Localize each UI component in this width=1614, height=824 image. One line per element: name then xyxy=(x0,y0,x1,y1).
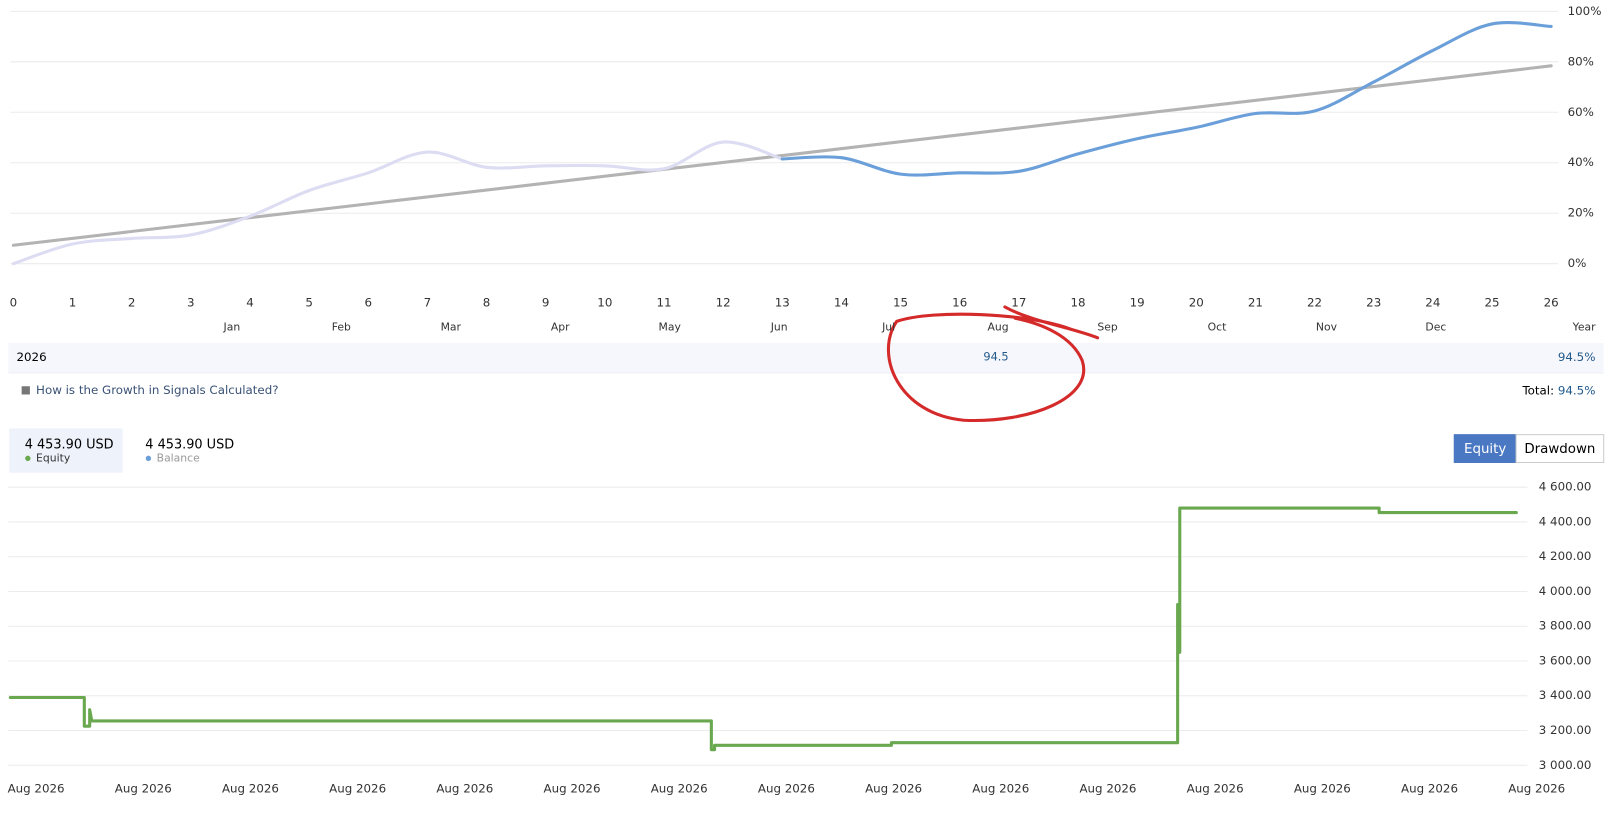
total-value: 94.5% xyxy=(1558,383,1596,397)
x-tick-label: 15 xyxy=(893,295,908,309)
tab[interactable] xyxy=(1515,434,1605,463)
x-tick-label: 4 xyxy=(246,295,254,309)
x-tick-label: 0 xyxy=(10,295,18,309)
x-tick-label: Aug 2026 xyxy=(8,781,65,795)
x-tick-label: Aug 2026 xyxy=(1294,781,1351,795)
legend-dot xyxy=(145,455,152,462)
y-tick-label: 4 600.00 xyxy=(1539,480,1592,494)
month-header: Dec xyxy=(1425,321,1446,334)
y-tick-label: 3 000.00 xyxy=(1539,758,1592,772)
x-tick-label: 16 xyxy=(952,295,967,309)
x-tick-label: Aug 2026 xyxy=(436,781,493,795)
annotation xyxy=(887,305,1100,423)
x-tick-label: Aug 2026 xyxy=(222,781,279,795)
x-tick-label: 20 xyxy=(1189,295,1204,309)
help-icon xyxy=(21,386,30,395)
x-tick-label: Aug 2026 xyxy=(651,781,708,795)
x-tick-label: Aug 2026 xyxy=(329,781,386,795)
legend-value: 4 453.90 USD xyxy=(25,437,114,452)
x-tick-label: 26 xyxy=(1544,295,1559,309)
x-tick-label: 12 xyxy=(716,295,731,309)
month-header: Mar xyxy=(441,321,462,334)
tab[interactable] xyxy=(1453,434,1517,463)
y-tick-label: 3 600.00 xyxy=(1539,654,1592,668)
y-tick-label: 60% xyxy=(1568,105,1594,119)
month-header: Nov xyxy=(1316,321,1338,334)
x-tick-label: 21 xyxy=(1248,295,1263,309)
total-label: Total: xyxy=(1521,383,1554,397)
y-tick-label: 20% xyxy=(1568,206,1594,220)
x-tick-label: 7 xyxy=(424,295,432,309)
tabs: Equity Drawdown xyxy=(1453,434,1605,463)
x-tick-label: 3 xyxy=(187,295,195,309)
x-tick-label: Aug 2026 xyxy=(1508,781,1565,795)
month-header: Feb xyxy=(332,321,351,334)
month-header: May xyxy=(659,321,682,334)
x-tick-label: Aug 2026 xyxy=(115,781,172,795)
tab-label[interactable]: Drawdown xyxy=(1524,442,1595,457)
month-header: Jul xyxy=(881,321,895,334)
row-year: 2026 xyxy=(16,350,46,364)
row-total: 94.5% xyxy=(1558,350,1596,364)
y-tick-label: 4 400.00 xyxy=(1539,514,1592,528)
x-tick-label: 6 xyxy=(364,295,372,309)
month-header: Apr xyxy=(551,321,570,334)
y-tick-label: 3 800.00 xyxy=(1539,619,1592,633)
legend-dot xyxy=(25,455,31,462)
month-value: 94.5 xyxy=(983,349,1008,363)
x-tick-label: 2 xyxy=(128,295,136,309)
total: Total: 94.5% xyxy=(1521,383,1595,397)
growth-link[interactable]: How is the Growth in Signals Calculated? xyxy=(36,383,278,397)
x-tick-label: Aug 2026 xyxy=(1401,781,1458,795)
x-tick-label: Aug 2026 xyxy=(972,781,1029,795)
tab-label[interactable]: Equity xyxy=(1464,442,1506,457)
legend-name: Equity xyxy=(36,451,71,464)
series-line xyxy=(11,140,784,266)
y-tick-label: 3 200.00 xyxy=(1539,723,1592,737)
month-header: Oct xyxy=(1208,321,1227,334)
x-tick-label: Aug 2026 xyxy=(1187,781,1244,795)
x-tick-label: 22 xyxy=(1307,295,1322,309)
x-tick-label: 23 xyxy=(1366,295,1381,309)
table-row-bg xyxy=(8,342,1604,373)
y-tick-label: 100% xyxy=(1568,4,1602,18)
x-tick-label: 11 xyxy=(656,295,671,309)
y-tick-label: 0% xyxy=(1568,256,1587,270)
x-tick-label: 1 xyxy=(69,295,77,309)
month-header: Year xyxy=(1572,321,1596,334)
month-header: Jun xyxy=(770,321,788,334)
x-tick-label: Aug 2026 xyxy=(544,781,601,795)
x-tick-label: 18 xyxy=(1070,295,1085,309)
x-tick-label: 14 xyxy=(834,295,849,309)
month-header: Jan xyxy=(223,321,241,334)
x-tick-label: Aug 2026 xyxy=(758,781,815,795)
series-line xyxy=(8,506,1518,752)
legend-name: Balance xyxy=(157,451,200,464)
month-header: Aug xyxy=(988,321,1009,334)
month-header: Sep xyxy=(1097,321,1118,334)
x-tick-label: 25 xyxy=(1484,295,1499,309)
x-tick-label: Aug 2026 xyxy=(1079,781,1136,795)
y-tick-label: 4 200.00 xyxy=(1539,549,1592,563)
y-tick-label: 40% xyxy=(1568,155,1594,169)
x-tick-label: 8 xyxy=(483,295,491,309)
x-tick-label: 13 xyxy=(775,295,790,309)
x-tick-label: 9 xyxy=(542,295,550,309)
series-line xyxy=(780,21,1553,177)
x-tick-label: 24 xyxy=(1425,295,1440,309)
legend-box[interactable] xyxy=(9,428,123,473)
y-tick-label: 80% xyxy=(1568,54,1594,68)
y-tick-label: 4 000.00 xyxy=(1539,584,1592,598)
legend-value: 4 453.90 USD xyxy=(145,437,234,452)
trend-line xyxy=(11,64,1553,247)
x-tick-label: 10 xyxy=(597,295,612,309)
x-tick-label: 5 xyxy=(305,295,313,309)
x-tick-label: Aug 2026 xyxy=(865,781,922,795)
y-tick-label: 3 400.00 xyxy=(1539,688,1592,702)
x-tick-label: 17 xyxy=(1011,295,1026,309)
x-tick-label: 19 xyxy=(1130,295,1145,309)
